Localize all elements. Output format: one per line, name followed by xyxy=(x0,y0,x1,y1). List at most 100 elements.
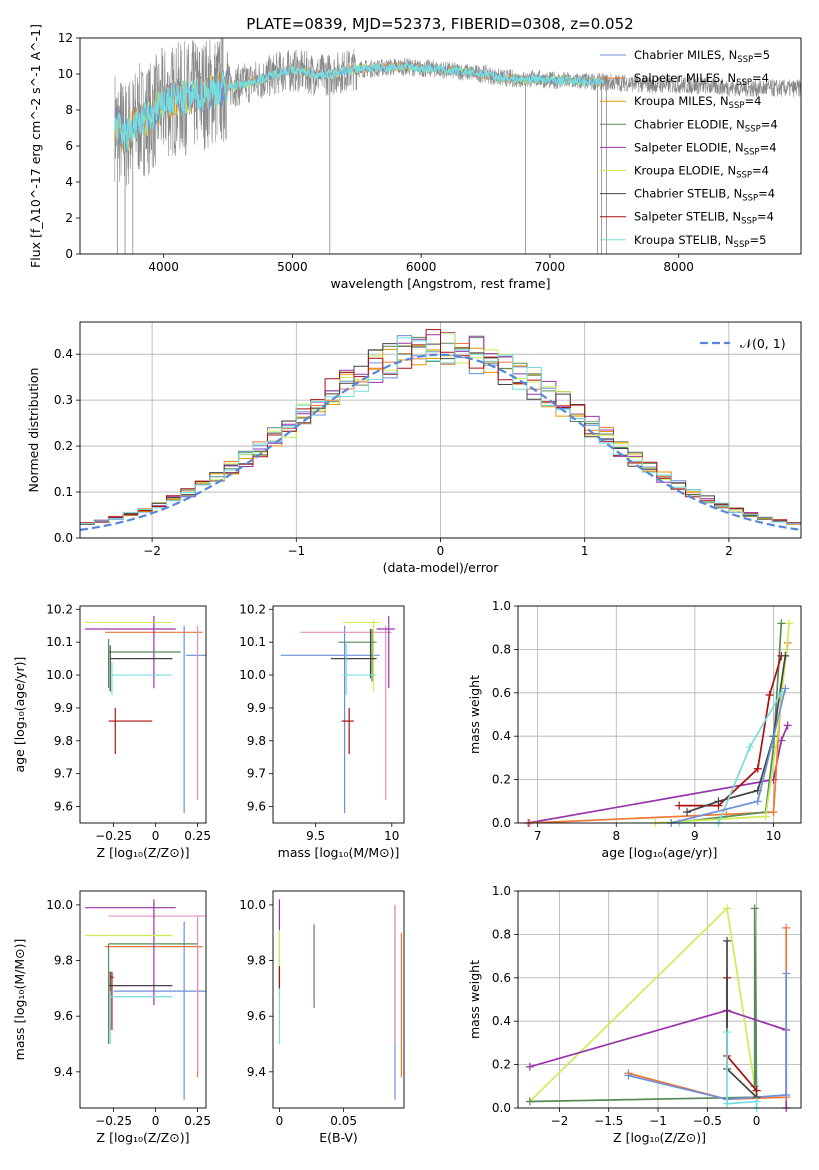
legend-label-tail: =4 xyxy=(752,164,769,178)
y-tick-label: 0.8 xyxy=(492,642,511,656)
y-tick-label: 9.7 xyxy=(54,767,73,781)
mass-vs-Z-panel: −0.25 0 0.25 9.4 9.6 9.8 10.0 Z [log₁₀(Z/Z⊙)] ma… xyxy=(12,890,211,1145)
x-tick-label: 7000 xyxy=(535,260,566,274)
x-tick-label: 9.5 xyxy=(306,829,325,843)
x-tick-label: 4000 xyxy=(148,260,179,274)
legend-label-main: Salpeter STELIB, N xyxy=(634,210,741,224)
weight-marker xyxy=(624,1071,633,1080)
weight-line xyxy=(529,642,789,823)
legend-label-main: Salpeter MILES, N xyxy=(634,71,736,85)
y-tick-label: 10 xyxy=(58,67,73,81)
legend-label: 𝒩(0, 1) xyxy=(740,336,786,351)
legend-label-tail: =4 xyxy=(757,210,774,224)
x-tick-label: −1 xyxy=(649,1114,667,1128)
x-tick-label: −0.25 xyxy=(95,829,132,843)
y-axis-label: mass [log₁₀(M/M⊙)] xyxy=(12,939,27,1061)
y-tick-label: 0.0 xyxy=(54,531,73,545)
legend-label-main: Kroupa STELIB, N xyxy=(634,233,734,247)
legend-label-sub: SSP xyxy=(734,240,750,250)
y-tick-label: 2 xyxy=(65,211,73,225)
weight-vs-age-panel: 7 8 9 10 0.0 0.2 0.4 0.6 0.8 1.0 age [log₁₀(age/yr… xyxy=(467,599,802,860)
y-tick-label: 9.6 xyxy=(247,1009,266,1023)
spectrum-panel: 4000 5000 6000 7000 8000 0 2 4 6 8 10 12 wavelength … xyxy=(28,24,802,291)
legend-label-sub: SSP xyxy=(742,194,758,204)
gaussian-curve xyxy=(79,353,802,531)
y-axis-label: Normed distribution xyxy=(26,368,41,493)
y-axis-label: Flux [f_λ10^-17 erg cm^-2 s^-1 A^-1] xyxy=(28,24,43,268)
weight-marker xyxy=(753,797,762,806)
x-tick-label: 0.05 xyxy=(330,1114,357,1128)
legend-label-sub: SSP xyxy=(736,78,752,88)
y-tick-label: 0.2 xyxy=(492,1058,511,1072)
legend-label-tail: =4 xyxy=(752,71,769,85)
y-tick-label: 10.0 xyxy=(239,668,266,682)
legend-label-tail: =4 xyxy=(758,187,775,201)
weight-marker xyxy=(765,690,774,699)
axes-frame xyxy=(79,37,802,255)
weight-marker xyxy=(714,797,723,806)
axes-frame xyxy=(517,605,802,824)
legend-label-sub: SSP xyxy=(736,171,752,181)
weight-vs-Z-panel: −2 −1.5 −1 −0.5 0 0.0 0.2 0.4 0.6 0.8 1.0 Z [log₁₀(… xyxy=(467,884,802,1145)
legend-label: Kroupa ELODIE, NSSP=4 xyxy=(634,164,769,181)
legend-label: Salpeter ELODIE, NSSP=4 xyxy=(634,140,777,157)
x-tick-label: 2 xyxy=(725,544,733,558)
axes-frame xyxy=(79,321,802,539)
weight-marker xyxy=(783,721,792,730)
legend-label-tail: =5 xyxy=(753,48,770,62)
weight-line xyxy=(529,908,758,1103)
legend-label-sub: SSP xyxy=(744,147,760,157)
y-tick-label: 0.4 xyxy=(492,729,511,743)
legend-label-main: Chabrier STELIB, N xyxy=(634,187,742,201)
x-axis-label: Z [log₁₀(Z/Z⊙)] xyxy=(613,1130,706,1145)
y-tick-label: 0 xyxy=(65,247,73,261)
weight-marker xyxy=(723,936,732,945)
x-tick-label: 9 xyxy=(691,829,699,843)
y-axis-label: mass weight xyxy=(467,675,482,754)
figure-title: PLATE=0839, MJD=52373, FIBERID=0308, z=0… xyxy=(246,15,633,33)
y-axis-label: mass weight xyxy=(467,960,482,1039)
legend-label: Chabrier MILES, NSSP=5 xyxy=(634,48,770,65)
age-vs-mass-panel: 9.5 10 9.6 9.7 9.8 9.9 10.0 10.1 10.2 mass [log₁₀… xyxy=(239,602,405,860)
weight-line xyxy=(679,692,783,823)
y-tick-label: 12 xyxy=(58,31,73,45)
weight-marker xyxy=(781,684,790,693)
y-tick-label: 10.2 xyxy=(239,602,266,616)
x-axis-label: E(B-V) xyxy=(319,1130,358,1145)
y-tick-label: 9.8 xyxy=(247,734,266,748)
y-tick-label: 9.6 xyxy=(247,800,266,814)
y-tick-label: 0.6 xyxy=(492,686,511,700)
weight-line xyxy=(529,906,758,1103)
y-tick-label: 10.1 xyxy=(46,635,73,649)
y-tick-label: 9.7 xyxy=(247,767,266,781)
chart-layer: 4000 5000 6000 7000 8000024681012wavelength … xyxy=(12,24,802,1145)
y-tick-label: 9.9 xyxy=(54,701,73,715)
legend-label-sub: SSP xyxy=(745,124,761,134)
y-tick-label: 0.6 xyxy=(492,971,511,985)
legend-label-sub: SSP xyxy=(729,101,745,111)
y-tick-label: 0.2 xyxy=(492,773,511,787)
weight-marker xyxy=(723,904,732,913)
y-tick-label: 0.0 xyxy=(492,1101,511,1115)
y-tick-label: 0.3 xyxy=(54,393,73,407)
weight-line xyxy=(528,725,789,823)
x-tick-label: −1 xyxy=(287,544,305,558)
y-tick-label: 4 xyxy=(65,175,73,189)
weight-marker xyxy=(785,619,794,628)
axes-frame xyxy=(79,605,207,824)
x-tick-label: 0 xyxy=(753,1114,761,1128)
weight-marker xyxy=(769,808,778,817)
x-tick-label: 8 xyxy=(612,829,620,843)
weight-marker xyxy=(782,1090,791,1099)
weight-marker xyxy=(781,651,790,660)
weight-line xyxy=(655,623,791,823)
histogram-step xyxy=(80,329,801,524)
y-tick-label: 9.6 xyxy=(54,800,73,814)
weight-marker xyxy=(525,1062,534,1071)
y-tick-label: 10.0 xyxy=(46,898,73,912)
x-tick-label: 10 xyxy=(384,829,399,843)
x-tick-label: 1 xyxy=(581,544,589,558)
x-axis-label: age [log₁₀(age/yr)] xyxy=(602,845,718,860)
weight-marker xyxy=(745,743,754,752)
